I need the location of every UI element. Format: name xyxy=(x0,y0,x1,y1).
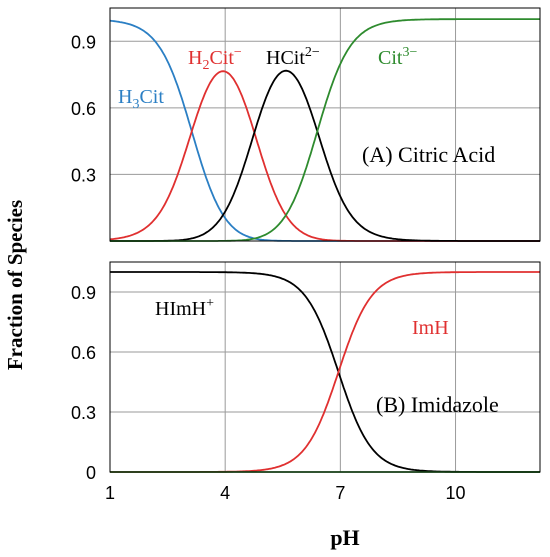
y-tick-label: 0.9 xyxy=(71,32,96,52)
x-tick-label: 1 xyxy=(105,483,115,503)
y-tick-label: 0.6 xyxy=(71,99,96,119)
panel-a-y-ticks: 0.3 0.6 0.9 xyxy=(71,32,96,185)
y-tick-label: 0.9 xyxy=(71,283,96,303)
panel-a-curves xyxy=(109,18,540,242)
y-tick-label: 0.6 xyxy=(71,343,96,363)
panel-imidazole: 0 0.3 0.6 0.9 1 4 7 10 (B) Imidazole HImH+ ImH xyxy=(71,261,541,503)
x-tick-label: 7 xyxy=(335,483,345,503)
y-axis-label: Fraction of Species xyxy=(3,200,27,370)
y-tick-label: 0.3 xyxy=(71,403,96,423)
h3cit-label: H3Cit xyxy=(118,86,164,112)
panel-a-gridlines xyxy=(110,8,540,241)
panel-a-frame xyxy=(109,7,541,242)
x-axis-label: pH xyxy=(330,525,359,550)
series-line-h3cit xyxy=(109,19,540,242)
imh-label: ImH xyxy=(412,317,449,339)
panel-b-gridlines xyxy=(110,262,540,472)
himh-label: HImH+ xyxy=(155,296,214,320)
y-tick-label: 0 xyxy=(86,463,96,483)
panel-b-x-ticks: 1 4 7 10 xyxy=(105,483,466,503)
panel-citric-acid: 0.3 0.6 0.9 (A) Citric Acid H3Cit H2Cit− H… xyxy=(71,7,541,242)
series-line-cit3 xyxy=(110,18,540,242)
panel-b-title: (B) Imidazole xyxy=(376,392,499,417)
cit-label: Cit3− xyxy=(378,45,417,69)
hcit-label: HCit2− xyxy=(266,45,320,69)
panel-b-y-ticks: 0 0.3 0.6 0.9 xyxy=(71,283,96,483)
y-tick-label: 0.3 xyxy=(71,165,96,185)
panel-a-title: (A) Citric Acid xyxy=(362,142,495,167)
h2cit-label: H2Cit− xyxy=(188,45,242,73)
x-tick-label: 4 xyxy=(220,483,230,503)
x-tick-label: 10 xyxy=(446,483,466,503)
panel-b-frame xyxy=(109,261,541,473)
